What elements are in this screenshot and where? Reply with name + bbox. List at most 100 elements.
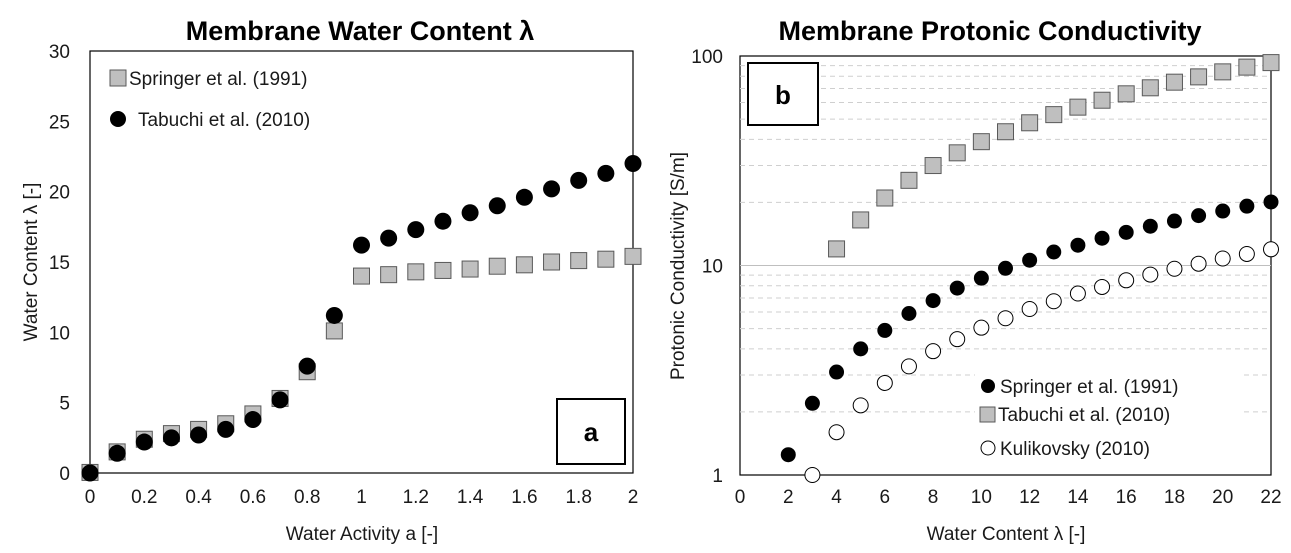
panel-b-point-tabuchi (997, 123, 1014, 141)
panel-b-point-tabuchi (1190, 68, 1208, 86)
panel-b-point-kulikovsky (1238, 245, 1255, 262)
panel-b-ytick-label: 1 (712, 466, 723, 487)
panel-b-point-springer (1166, 213, 1182, 229)
panel-a-point-tabuchi (434, 212, 452, 230)
panel-a-point-tabuchi (380, 229, 398, 247)
panel-a: Membrane Water Content λ 0 0.2 0.4 0.6 0.8 1 1… (21, 16, 642, 545)
panel-a-point-tabuchi (135, 433, 153, 451)
panel-b: Membrane Protonic Conductivity 0 2 4 6 8 10 12… (668, 16, 1282, 545)
legend-marker-kulikovsky (980, 440, 996, 456)
panel-a-ytick-label: 20 (49, 183, 70, 204)
panel-b-point-kulikovsky (1094, 278, 1111, 295)
panel-b-point-tabuchi (828, 240, 846, 258)
panel-b-point-springer (1239, 198, 1255, 214)
panel-a-xtick-label: 2 (628, 487, 639, 508)
panel-a-point-tabuchi (543, 180, 561, 198)
panel-b-point-kulikovsky (1166, 260, 1183, 277)
panel-a-point-springer (353, 267, 370, 285)
panel-b-point-kulikovsky (804, 467, 821, 483)
panel-b-point-tabuchi (1141, 79, 1159, 97)
panel-a-point-springer (597, 250, 615, 268)
panel-b-point-kulikovsky (852, 397, 869, 414)
legend-marker-tabuchi (110, 111, 126, 127)
panel-b-point-springer (1118, 224, 1134, 240)
panel-a-point-tabuchi (217, 420, 235, 438)
panel-b-xtick-label: 10 (971, 487, 992, 508)
panel-b-point-springer (925, 293, 941, 309)
panel-b-ylabel: Protonic Conductivity [S/m] (668, 152, 689, 380)
panel-a-point-tabuchi (624, 155, 642, 173)
panel-a-point-springer (543, 253, 561, 271)
panel-a-point-tabuchi (271, 391, 289, 409)
panel-b-xtick-label: 14 (1067, 487, 1089, 508)
panel-a-xtick-label: 1.8 (565, 487, 591, 508)
panel-b-marks (780, 54, 1280, 483)
panel-a-point-tabuchi (244, 411, 262, 429)
panel-b-point-springer (877, 322, 893, 338)
panel-b-point-springer (1263, 194, 1279, 210)
panel-a-point-springer (624, 247, 642, 265)
panel-a-point-tabuchi (488, 197, 506, 215)
panel-a-xlabel: Water Activity a [-] (286, 524, 438, 545)
panel-b-point-springer (804, 395, 820, 411)
panel-a-point-tabuchi (81, 464, 99, 482)
legend-label-tabuchi: Tabuchi et al. (2010) (138, 110, 310, 131)
panel-b-point-tabuchi (1021, 114, 1039, 132)
panel-b-point-kulikovsky (1021, 300, 1038, 317)
panel-b-point-tabuchi (1069, 98, 1087, 116)
panel-a-xtick-label: 1.6 (511, 487, 537, 508)
panel-a-ytick-label: 10 (49, 323, 70, 344)
legend-label-springer-b: Springer et al. (1991) (1000, 377, 1179, 398)
legend-marker-springer-b (981, 379, 995, 393)
panel-b-xtick-label: 4 (831, 487, 842, 508)
panel-a-tag: a (584, 417, 599, 447)
panel-a-ylabel: Water Content λ [-] (21, 183, 42, 342)
panel-b-point-kulikovsky (925, 343, 942, 360)
panel-b-xtick-label: 0 (735, 487, 746, 508)
panel-a-title: Membrane Water Content λ (186, 16, 535, 46)
panel-b-point-tabuchi (1262, 54, 1280, 72)
panel-a-ytick-label: 5 (59, 394, 70, 415)
panel-a-point-springer (380, 266, 398, 284)
panel-a-point-tabuchi (325, 306, 343, 324)
panel-b-ytick-label: 100 (691, 47, 723, 68)
panel-b-point-tabuchi (972, 133, 990, 151)
panel-a-xtick-label: 1.4 (457, 487, 484, 508)
panel-b-point-kulikovsky (973, 319, 990, 336)
panel-b-title: Membrane Protonic Conductivity (778, 16, 1201, 46)
panel-a-point-tabuchi (570, 171, 588, 189)
panel-b-point-kulikovsky (1263, 241, 1279, 258)
legend-marker-springer (109, 69, 127, 87)
panel-a-point-tabuchi (461, 204, 479, 222)
panel-b-xtick-label: 18 (1164, 487, 1185, 508)
panel-a-marks (81, 155, 642, 482)
panel-a-legend: Springer et al. (1991) Tabuchi et al. (2… (109, 69, 310, 131)
panel-a-xtick-label: 0.4 (185, 487, 212, 508)
panel-b-point-tabuchi (876, 189, 894, 207)
panel-b-point-kulikovsky (876, 374, 893, 391)
panel-a-xtick-label: 0.2 (131, 487, 157, 508)
panel-a-plot-area (89, 50, 634, 474)
panel-b-xtick-label: 6 (880, 487, 891, 508)
panel-b-point-springer (1022, 252, 1038, 268)
panel-a-point-springer (461, 260, 479, 278)
panel-b-point-tabuchi (852, 211, 870, 229)
panel-b-point-tabuchi (1238, 58, 1256, 76)
panel-b-legend-bg (975, 370, 1243, 465)
panel-b-point-tabuchi (1214, 63, 1232, 81)
panel-b-xtick-label: 20 (1212, 487, 1233, 508)
panel-b-point-kulikovsky (1069, 285, 1086, 302)
panel-b-point-springer (1215, 203, 1231, 219)
panel-b-point-kulikovsky (1118, 272, 1135, 289)
legend-label-springer: Springer et al. (1991) (129, 69, 308, 90)
panel-b-point-springer (853, 341, 869, 357)
panel-b-point-tabuchi (1117, 85, 1135, 103)
panel-a-point-tabuchi (190, 426, 208, 444)
panel-b-point-tabuchi (1093, 91, 1111, 109)
panel-b-point-tabuchi (1045, 106, 1063, 124)
legend-marker-tabuchi-b (979, 406, 996, 423)
panel-a-point-springer (570, 252, 588, 270)
panel-b-point-tabuchi (900, 171, 918, 189)
